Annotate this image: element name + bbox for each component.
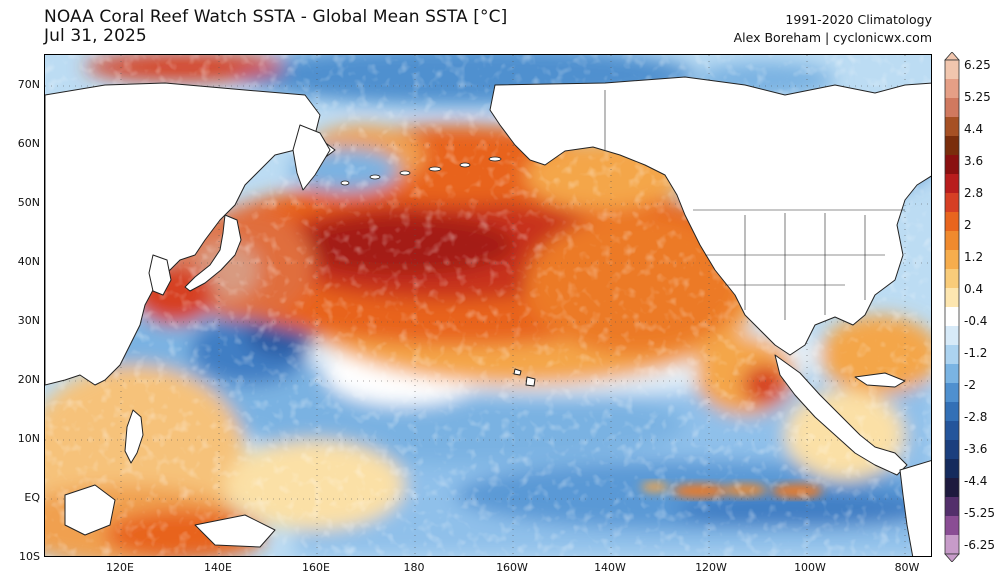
colorbar-segment — [945, 250, 959, 270]
colorbar-segment — [945, 136, 959, 156]
colorbar-segment — [945, 516, 959, 536]
borneo — [64, 484, 116, 536]
landmasses — [45, 76, 931, 556]
asia-landmass — [45, 82, 336, 386]
colorbar-segment — [945, 60, 959, 80]
colorbar-segment — [945, 535, 959, 555]
lat-label-70n: 70N — [17, 78, 40, 91]
colorbar-tick-label: 1.2 — [964, 250, 984, 264]
colorbar-tick-label: 0.4 — [964, 282, 984, 296]
colorbar — [944, 52, 960, 562]
lat-label-60n: 60N — [17, 137, 40, 150]
lat-label-30n: 30N — [17, 314, 40, 327]
chart-title: NOAA Coral Reef Watch SSTA - Global Mean… — [44, 8, 507, 46]
lat-label-eq: EQ — [24, 491, 40, 504]
credit-block: 1991-2020 Climatology Alex Boreham | cyc… — [734, 11, 932, 47]
colorbar-segment — [945, 98, 959, 118]
state-borders — [604, 90, 905, 320]
japan — [184, 214, 242, 292]
colorbar-segment — [945, 326, 959, 346]
map-svg — [45, 55, 931, 556]
colorbar-segment — [945, 288, 959, 308]
colorbar-tick-label: 3.6 — [964, 154, 984, 168]
colorbar-tick-label: -2.8 — [964, 410, 988, 424]
colorbar-tick-label: -2 — [964, 378, 976, 392]
colorbar-segment — [945, 155, 959, 175]
colorbar-tick-label: -0.4 — [964, 314, 988, 328]
colorbar-tick-label: -3.6 — [964, 442, 988, 456]
title-date: Jul 31, 2025 — [44, 26, 147, 46]
lon-label-80w: 80W — [894, 561, 920, 574]
ssta-map — [44, 54, 932, 557]
south-america — [899, 460, 931, 556]
colorbar-segment — [945, 478, 959, 498]
colorbar-tick-label: -6.25 — [964, 538, 996, 552]
colorbar-segment — [945, 421, 959, 441]
lat-label-10s: 10S — [19, 550, 40, 563]
colorbar-tick-label: 6.25 — [964, 58, 991, 72]
colorbar-tick-label: 5.25 — [964, 90, 991, 104]
colorbar-segment — [945, 402, 959, 422]
hawaii-big — [525, 376, 536, 387]
colorbar-arrow-bottom — [944, 553, 960, 562]
lon-label-160e: 160E — [302, 561, 330, 574]
kamchatka — [292, 124, 331, 191]
colorbar-segment — [945, 174, 959, 194]
lon-label-180: 180 — [403, 561, 425, 574]
colorbar-tick-label: -4.4 — [964, 474, 988, 488]
colorbar-segment — [945, 440, 959, 460]
colorbar-segment — [945, 231, 959, 251]
lon-label-140w: 140W — [594, 561, 626, 574]
colorbar-segment — [945, 459, 959, 479]
title-line-1: NOAA Coral Reef Watch SSTA - Global Mean… — [44, 7, 508, 27]
colorbar-segment — [945, 212, 959, 232]
colorbar-tick-label: 2 — [964, 218, 972, 232]
philippines — [124, 409, 144, 464]
colorbar-segment — [945, 269, 959, 289]
lat-label-50n: 50N — [17, 196, 40, 209]
colorbar-segment — [945, 79, 959, 99]
aleutians — [340, 156, 502, 186]
colorbar-arrow-top — [944, 52, 960, 61]
lon-label-100w: 100W — [794, 561, 826, 574]
lon-label-120e: 120E — [106, 561, 134, 574]
lat-label-40n: 40N — [17, 255, 40, 268]
colorbar-segment — [945, 383, 959, 403]
colorbar-tick-label: 2.8 — [964, 186, 984, 200]
cuba — [854, 372, 906, 388]
colorbar-segment — [945, 345, 959, 365]
lon-label-120w: 120W — [695, 561, 727, 574]
colorbar-segment — [945, 364, 959, 384]
colorbar-tick-label: -1.2 — [964, 346, 988, 360]
colorbar-segment — [945, 307, 959, 327]
new-guinea — [194, 514, 276, 548]
lon-label-140e: 140E — [204, 561, 232, 574]
colorbar-segment — [945, 193, 959, 213]
colorbar-tick-label: 4.4 — [964, 122, 984, 136]
lat-label-20n: 20N — [17, 373, 40, 386]
colorbar-segment — [945, 497, 959, 517]
lon-label-160w: 160W — [496, 561, 528, 574]
climatology-label: 1991-2020 Climatology — [785, 12, 932, 27]
north-america — [489, 76, 931, 356]
hawaii — [513, 368, 522, 376]
colorbar-segment — [945, 117, 959, 137]
lat-label-10n: 10N — [17, 432, 40, 445]
korea — [148, 254, 172, 296]
colorbar-tick-label: -5.25 — [964, 506, 996, 520]
graticule — [45, 55, 931, 556]
author-credit: Alex Boreham | cyclonicwx.com — [733, 30, 932, 45]
